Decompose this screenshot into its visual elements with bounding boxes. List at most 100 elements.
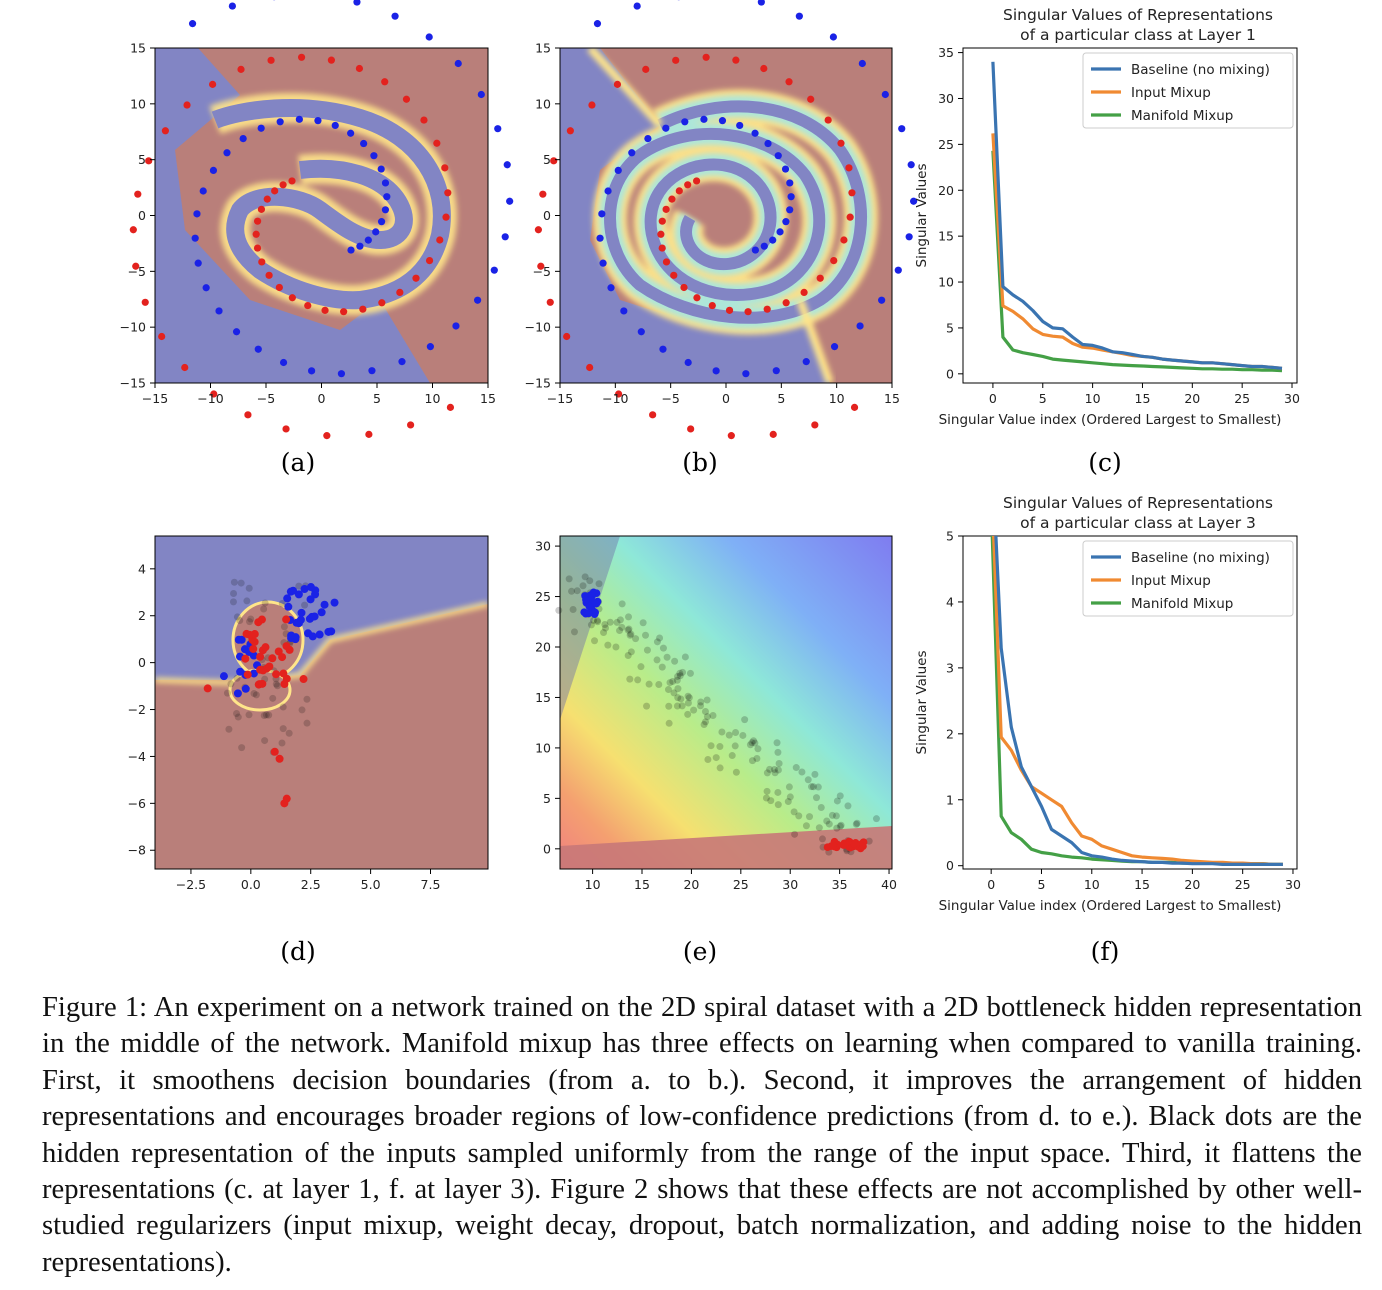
red-point — [859, 842, 867, 850]
blue-point — [249, 669, 258, 678]
sample-point — [587, 621, 595, 629]
panel-e-xtick-label: 35 — [832, 877, 848, 892]
sample-point — [784, 798, 792, 806]
blue-point — [582, 595, 590, 604]
red-point — [396, 288, 404, 296]
red-point — [670, 271, 678, 279]
chart-title: of a particular class at Layer 3 — [1020, 514, 1256, 532]
sample-point — [594, 618, 602, 626]
sample-point — [684, 692, 692, 700]
sample-point — [762, 794, 770, 802]
sample-point — [771, 769, 779, 777]
red-point — [275, 754, 284, 763]
red-point — [692, 177, 701, 185]
panel-e-ytick-label: 10 — [535, 740, 551, 755]
red-point — [732, 56, 740, 64]
blue-point — [249, 651, 258, 660]
blue-point — [910, 197, 918, 205]
sample-point — [626, 675, 634, 683]
blue-point — [607, 284, 615, 292]
sample-point — [665, 719, 673, 727]
blue-point — [894, 266, 902, 274]
blue-point — [659, 345, 667, 353]
red-point — [257, 205, 266, 213]
blue-point — [769, 236, 777, 244]
sample-point — [709, 712, 717, 720]
blue-point — [907, 161, 915, 169]
red-point — [265, 271, 273, 279]
sample-point — [773, 739, 781, 747]
panel-d-ytick-label: −8 — [128, 843, 146, 858]
sample-point — [665, 702, 673, 710]
sample-point — [674, 672, 682, 680]
panel-b-ytick-label: 5 — [543, 152, 551, 167]
panel-d-frame — [154, 535, 489, 870]
sample-point — [285, 729, 293, 737]
red-point — [727, 432, 735, 440]
sample-point — [639, 619, 647, 627]
panel-b-xtick-label: 10 — [829, 391, 845, 406]
panel-c-label: (c) — [1088, 448, 1122, 477]
blue-point — [294, 590, 303, 599]
sample-point — [718, 728, 726, 736]
blue-point — [239, 135, 247, 143]
sample-point — [809, 783, 817, 791]
blue-point — [503, 161, 511, 169]
x-tick-label: 25 — [1234, 391, 1250, 406]
red-point — [444, 189, 452, 197]
chart-title: of a particular class at Layer 1 — [1020, 26, 1256, 44]
red-point — [258, 258, 266, 266]
red-point — [258, 679, 267, 688]
sample-point — [624, 626, 632, 634]
sample-point — [659, 644, 667, 652]
y-tick-label: 35 — [938, 45, 954, 60]
sample-point — [653, 638, 661, 646]
blue-point — [356, 242, 364, 250]
sample-point — [656, 634, 664, 642]
legend-entry: Manifold Mixup — [1131, 108, 1233, 124]
panel-f-label: (f) — [1091, 937, 1120, 966]
blue-point — [347, 129, 355, 137]
sample-point — [569, 606, 577, 614]
sample-point — [627, 648, 635, 656]
sample-point — [753, 755, 761, 763]
panel-e-gradient — [560, 536, 892, 869]
blue-point — [787, 193, 795, 201]
sample-point — [245, 711, 253, 719]
red-point — [261, 643, 270, 652]
panel-a-xtick-label: 0 — [318, 391, 326, 406]
sample-point — [815, 824, 823, 832]
red-point — [158, 332, 166, 341]
red-point — [658, 244, 666, 252]
blue-point — [598, 210, 606, 218]
sample-point — [600, 629, 608, 637]
x-tick-label: 25 — [1235, 877, 1251, 892]
sample-point — [748, 739, 756, 747]
red-point — [407, 421, 415, 429]
sample-point — [279, 703, 287, 711]
red-point — [253, 244, 262, 252]
sample-point — [278, 739, 286, 747]
blue-point — [283, 594, 292, 603]
plot-frame — [962, 47, 1298, 384]
sample-point — [604, 641, 612, 649]
sample-point — [227, 680, 235, 688]
sample-point — [262, 711, 270, 719]
panel-d-ytick-label: −4 — [128, 749, 146, 764]
sample-point — [655, 681, 663, 689]
sample-point — [643, 646, 651, 654]
panel-e-frame — [559, 535, 893, 870]
sample-point — [833, 797, 841, 805]
sample-point — [811, 770, 819, 778]
red-point — [145, 157, 153, 165]
sample-point — [233, 613, 241, 621]
sample-point — [775, 760, 783, 768]
red-point — [848, 189, 856, 197]
red-point — [129, 226, 137, 234]
blue-point — [776, 228, 784, 236]
x-tick-label: 10 — [1084, 877, 1100, 892]
sample-point — [741, 716, 749, 724]
sample-point — [593, 616, 601, 624]
red-point — [760, 64, 768, 73]
